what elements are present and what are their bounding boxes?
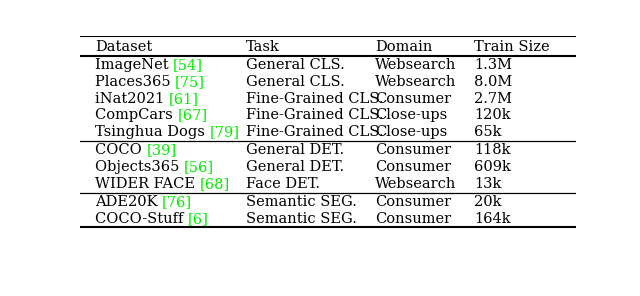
Text: Tsinghua Dogs: Tsinghua Dogs [95,125,209,139]
Text: [56]: [56] [184,160,214,174]
Text: Dataset: Dataset [95,40,152,54]
Text: Consumer: Consumer [375,160,451,174]
Text: Consumer: Consumer [375,92,451,106]
Text: General CLS.: General CLS. [246,75,345,89]
Text: Consumer: Consumer [375,212,451,226]
Text: Close-ups: Close-ups [375,125,447,139]
Text: Consumer: Consumer [375,143,451,157]
Text: 164k: 164k [474,212,511,226]
Text: iNat2021: iNat2021 [95,92,169,106]
Text: Websearch: Websearch [375,177,456,191]
Text: 1.3M: 1.3M [474,58,512,73]
Text: [61]: [61] [169,92,199,106]
Text: Objects365: Objects365 [95,160,184,174]
Text: 13k: 13k [474,177,502,191]
Text: Train Size: Train Size [474,40,550,54]
Text: 8.0M: 8.0M [474,75,513,89]
Text: Semantic SEG.: Semantic SEG. [246,212,357,226]
Text: [79]: [79] [209,125,239,139]
Text: General CLS.: General CLS. [246,58,345,73]
Text: Domain: Domain [375,40,433,54]
Text: Fine-Grained CLS.: Fine-Grained CLS. [246,108,383,122]
Text: ADE20K: ADE20K [95,195,162,209]
Text: Task: Task [246,40,280,54]
Text: 609k: 609k [474,160,511,174]
Text: Consumer: Consumer [375,195,451,209]
Text: Close-ups: Close-ups [375,108,447,122]
Text: [6]: [6] [188,212,209,226]
Text: [54]: [54] [173,58,203,73]
Text: General DET.: General DET. [246,143,344,157]
Text: CompCars: CompCars [95,108,177,122]
Text: COCO-Stuff: COCO-Stuff [95,212,188,226]
Text: 118k: 118k [474,143,511,157]
Text: Websearch: Websearch [375,75,456,89]
Text: 65k: 65k [474,125,502,139]
Text: Places365: Places365 [95,75,175,89]
Text: 20k: 20k [474,195,502,209]
Text: [39]: [39] [147,143,177,157]
Text: Fine-Grained CLS.: Fine-Grained CLS. [246,92,383,106]
Text: General DET.: General DET. [246,160,344,174]
Text: Websearch: Websearch [375,58,456,73]
Text: WIDER FACE: WIDER FACE [95,177,200,191]
Text: 120k: 120k [474,108,511,122]
Text: [67]: [67] [177,108,207,122]
Text: [76]: [76] [162,195,192,209]
Text: 2.7M: 2.7M [474,92,512,106]
Text: Fine-Grained CLS.: Fine-Grained CLS. [246,125,383,139]
Text: [75]: [75] [175,75,205,89]
Text: Face DET.: Face DET. [246,177,320,191]
Text: COCO: COCO [95,143,147,157]
Text: Semantic SEG.: Semantic SEG. [246,195,357,209]
Text: ImageNet: ImageNet [95,58,173,73]
Text: [68]: [68] [200,177,230,191]
